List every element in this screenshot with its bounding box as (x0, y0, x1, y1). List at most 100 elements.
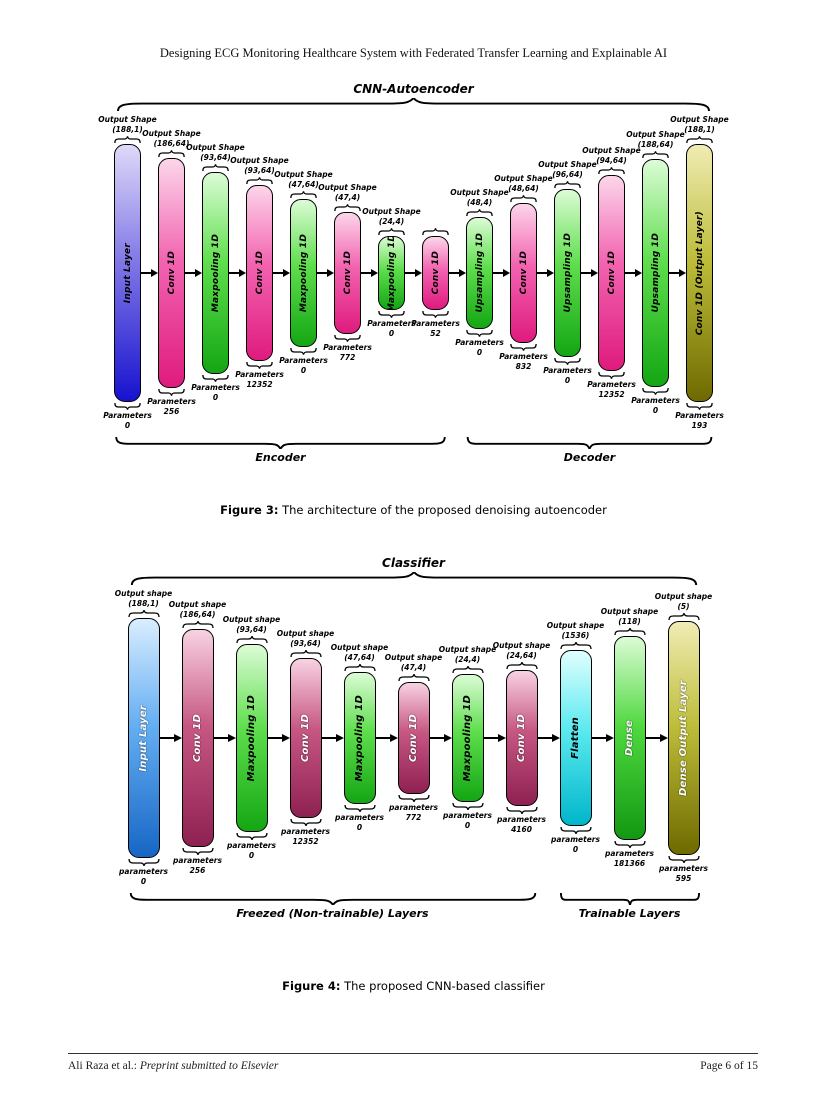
parameters-caption: Parameters (411, 319, 460, 328)
output-shape-value: (48,64) (508, 183, 539, 193)
output-shape-label: Output shape (1536) (547, 621, 605, 641)
layer-column: Output shape (47,64) Maxpooling 1D (321, 643, 389, 833)
layer-stack: Output Shape (96,64) Upsampling 1D (538, 160, 596, 386)
output-shape-label: Output Shape (47,4) (318, 183, 376, 203)
layer-column: Output Shape (96,64) Upsampling 1D (537, 160, 597, 386)
layer-stack: Output shape (5) Dense Output Layer (655, 592, 713, 884)
arrow-head (389, 734, 398, 742)
arrow-right-icon (429, 734, 452, 742)
classifier-group-braces: Freezed (Non-trainable) Layers Trainable… (128, 893, 700, 929)
brace-down-icon (466, 330, 493, 337)
output-shape-label: Output Shape (93,64) (186, 143, 244, 163)
layer-name: Upsampling 1D (650, 233, 661, 313)
brace-up-icon (614, 628, 646, 635)
layer-column: Output shape (5) Dense Output Layer (645, 592, 713, 884)
output-shape-label: Output shape (93,64) (223, 615, 281, 635)
layer-stack: Output shape (47,64) Maxpooling 1D (331, 643, 389, 833)
output-shape-label: Output shape (118) (601, 607, 659, 627)
parameters-label: Parameters 0 (191, 383, 240, 403)
brace-down-icon (202, 375, 229, 382)
layer-bar: Upsampling 1D (466, 217, 493, 329)
parameters-value: 0 (476, 347, 483, 357)
parameters-label: parameters 4160 (497, 815, 546, 835)
layer-stack: Output Shape (47,4) Conv 1D (318, 183, 376, 363)
parameters-value: 0 (572, 844, 579, 854)
output-shape-label: Output Shape (24,4) (362, 207, 420, 227)
brace-up-icon (128, 610, 160, 617)
layer-name: Input Layer (138, 704, 149, 772)
layer-column: Output shape (186,64) Conv 1D (159, 600, 226, 876)
output-shape-caption: Output shape (654, 592, 713, 601)
trainable-layers-group: Trainable Layers (560, 893, 700, 920)
brace-up-icon (598, 167, 625, 174)
parameters-label: Parameters 12352 (235, 370, 284, 390)
output-shape-value: (47,64) (344, 652, 375, 662)
parameters-label: Parameters 832 (499, 352, 548, 372)
brace-up-icon (290, 650, 322, 657)
brace-down-icon (344, 805, 376, 812)
arrow-head (371, 269, 378, 277)
output-shape-value: (48,4) (466, 197, 493, 207)
parameters-value: 12352 (246, 379, 273, 389)
brace-down-icon (510, 344, 537, 351)
arrow-right-icon (625, 269, 642, 277)
brace-down-icon (236, 833, 268, 840)
parameters-label: Parameters 0 (455, 338, 504, 358)
layer-bar: Input Layer (127, 618, 160, 858)
output-shape-value: (188,1) (112, 124, 143, 134)
figure-4: Classifier Output shape (188,1) (0, 556, 827, 993)
layer-stack: Output Shape (93,64) Maxpooling 1D (186, 143, 244, 403)
output-shape-value: (186,64) (179, 609, 216, 619)
arrow-right-icon (273, 269, 290, 277)
layer-column: Output Shape (24,4) Maxpooling 1D (361, 207, 421, 339)
layer-column: Output Shape (188,1) Conv 1D (Output Lay… (669, 115, 729, 431)
arrow-head (283, 269, 290, 277)
footer-preprint-note: Preprint submitted to Elsevier (139, 1060, 279, 1072)
arrow-head (281, 734, 290, 742)
parameters-label: Parameters 772 (323, 343, 372, 363)
output-shape-value: (47,64) (288, 179, 319, 189)
output-shape-value: (186,64) (153, 138, 190, 148)
parameters-caption: Parameters (367, 319, 416, 328)
output-shape-label: Output shape (186,64) (169, 600, 227, 620)
parameters-value: 772 (339, 352, 356, 362)
parameters-value: 595 (675, 873, 692, 883)
arrow-head (503, 269, 510, 277)
layer-column: Output shape (118) Dense (591, 607, 658, 869)
figure-3-caption-text: The architecture of the proposed denoisi… (282, 503, 607, 517)
output-shape-value: (188,1) (128, 598, 159, 608)
arrow-right-icon (321, 734, 344, 742)
layer-name: Input Layer (122, 242, 133, 304)
layer-name: Upsampling 1D (474, 233, 485, 313)
layer-name: Conv 1D (192, 714, 203, 762)
arrow-shaft (213, 736, 228, 740)
output-shape-value: (24,4) (454, 654, 481, 664)
parameters-value: 193 (691, 420, 708, 430)
layer-stack: Output Shape (94,64) Conv 1D (582, 146, 640, 400)
layer-bar: Conv 1D (510, 203, 537, 343)
parameters-value: 772 (405, 812, 422, 822)
brace-down-icon (554, 358, 581, 365)
figure-4-caption: Figure 4: The proposed CNN-based classif… (128, 979, 700, 993)
parameters-caption: Parameters (543, 366, 592, 375)
output-shape-caption: Output shape (168, 600, 227, 609)
layer-column: Output Shape (47,64) Maxpooling 1D (273, 170, 333, 376)
parameters-label: parameters 595 (659, 864, 708, 884)
output-shape-caption: Output Shape (626, 130, 685, 139)
output-shape-caption: Output Shape (186, 143, 245, 152)
arrow-head (605, 734, 614, 742)
layer-stack: Output Shape (24,4) Maxpooling 1D (362, 207, 420, 339)
parameters-label: parameters 0 (443, 811, 492, 831)
parameters-caption: parameters (227, 841, 276, 850)
parameters-value: 0 (564, 375, 571, 385)
layer-column: Output Shape (47,4) Conv 1D (317, 183, 377, 363)
layer-bar: Conv 1D (181, 629, 214, 847)
autoencoder-diagram: Output Shape (188,1) Input Layer (98, 115, 729, 431)
parameters-caption: Parameters (147, 397, 196, 406)
parameters-caption: parameters (497, 815, 546, 824)
arrow-right-icon (213, 734, 236, 742)
layer-stack: Output Shape (48,4) Upsampling 1D (450, 188, 508, 358)
layer-bar: Maxpooling 1D (451, 674, 484, 802)
arrow-right-icon (483, 734, 506, 742)
output-shape-label: Output Shape (47,64) (274, 170, 332, 190)
